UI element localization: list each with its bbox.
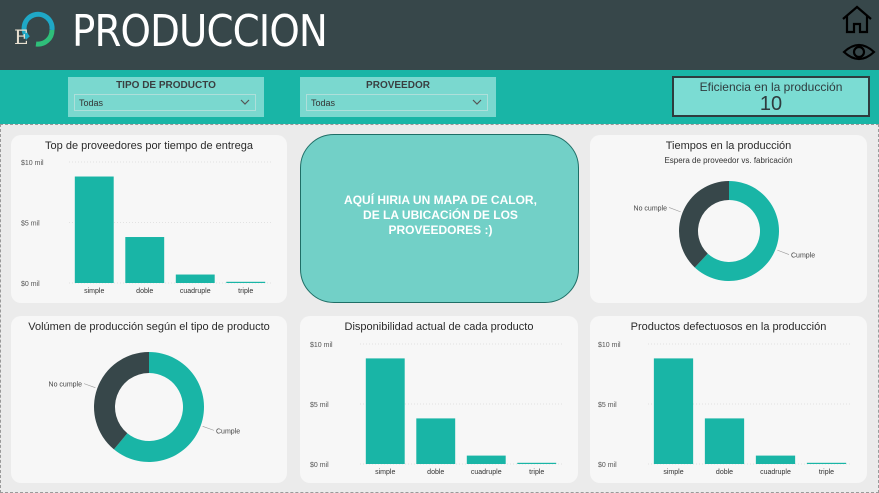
leader-line xyxy=(83,383,96,388)
bar xyxy=(175,274,215,283)
donut-slice xyxy=(93,352,149,450)
slicer-label: PROVEEDOR xyxy=(366,80,430,91)
bar xyxy=(704,418,745,464)
slice-label: No cumple xyxy=(49,382,83,389)
x-tick-label: triple xyxy=(238,288,253,295)
chart-card-defectuosos[interactable]: Productos defectuosos en la producción $… xyxy=(590,316,867,483)
bar xyxy=(365,358,405,464)
bar-chart: $0 mil $5 mil $10 mil simple doble cuadruple t… xyxy=(21,160,271,295)
kpi-value: 10 xyxy=(759,93,783,115)
chart-card-proveedores[interactable]: Top de proveedores por tiempo de entrega… xyxy=(11,135,287,303)
donut-slice xyxy=(679,181,729,268)
donut-chart: Cumple No cumple xyxy=(634,181,815,281)
map-text-line: AQUÍ HIRIA UN MAPA DE CALOR, xyxy=(344,193,537,207)
dropdown-value: Todas xyxy=(79,98,104,108)
bar xyxy=(466,455,506,464)
logo-icon: E xyxy=(14,11,55,49)
page-title: PRODUCCION xyxy=(72,6,328,57)
header-bar: E PRODUCCION xyxy=(0,0,879,70)
x-tick-label: simple xyxy=(375,469,395,476)
chevron-down-icon xyxy=(472,99,482,105)
x-tick-label: doble xyxy=(716,469,733,476)
bar xyxy=(806,462,847,464)
donut-slice xyxy=(113,352,204,462)
bar xyxy=(416,418,456,464)
y-tick-label: $5 mil xyxy=(21,221,40,228)
slicer-proveedor: PROVEEDOR Todas xyxy=(300,77,496,117)
slice-label: Cumple xyxy=(216,428,240,435)
x-tick-label: simple xyxy=(663,469,683,476)
bar xyxy=(74,176,114,283)
proveedor-dropdown[interactable]: Todas xyxy=(306,94,488,111)
bar xyxy=(226,281,266,283)
bar xyxy=(125,237,165,283)
kpi-label: Eficiencia en la producción xyxy=(699,80,843,94)
donut-slice xyxy=(694,181,779,281)
kpi-card-eficiencia: Eficiencia en la producción 10 xyxy=(672,76,870,117)
chart-title: Volúmen de producción según el tipo de p… xyxy=(28,321,270,333)
slice-label: Cumple xyxy=(791,253,815,260)
y-tick-label: $10 mil xyxy=(310,342,333,349)
slice-label: No cumple xyxy=(634,205,668,212)
y-tick-label: $0 mil xyxy=(21,281,40,288)
y-tick-label: $10 mil xyxy=(598,342,621,349)
slicer-tipo-producto: TIPO DE PRODUCTO Todas xyxy=(68,77,264,117)
dropdown-value: Todas xyxy=(311,98,336,108)
map-text-line: PROVEEDORES :) xyxy=(388,223,493,237)
map-text-line: DE LA UBICACiÓN DE LOS xyxy=(363,208,518,222)
bar-chart: $0 mil $5 mil $10 mil simple doble cuadruple t… xyxy=(598,342,852,476)
chart-card-disponibilidad[interactable]: Disponibilidad actual de cada producto $… xyxy=(300,316,578,483)
chart-card-volumen[interactable]: Volúmen de producción según el tipo de p… xyxy=(11,316,287,483)
bar xyxy=(755,455,796,464)
chart-card-tiempos[interactable]: Tiempos en la producción Espera de prove… xyxy=(590,135,867,303)
slicer-label: TIPO DE PRODUCTO xyxy=(116,80,216,91)
chart-title: Productos defectuosos en la producción xyxy=(630,321,827,333)
x-tick-label: cuadruple xyxy=(180,288,211,295)
chart-title: Disponibilidad actual de cada producto xyxy=(344,321,534,333)
bar xyxy=(517,462,557,464)
chart-subtitle: Espera de proveedor vs. fabricación xyxy=(664,156,793,165)
chevron-down-icon xyxy=(240,99,250,105)
x-tick-label: triple xyxy=(819,469,834,476)
x-tick-label: cuadruple xyxy=(471,469,502,476)
tipo-producto-dropdown[interactable]: Todas xyxy=(74,94,256,111)
chart-title: Top de proveedores por tiempo de entrega xyxy=(45,140,253,152)
map-placeholder-text: AQUÍ HIRIA UN MAPA DE CALOR, DE LA UBICA… xyxy=(331,193,550,238)
eye-icon[interactable] xyxy=(842,40,876,64)
y-tick-label: $5 mil xyxy=(598,402,617,409)
chart-title: Tiempos en la producción xyxy=(665,140,792,152)
x-tick-label: triple xyxy=(529,469,544,476)
x-tick-label: doble xyxy=(136,288,153,295)
bar-chart: $0 mil $5 mil $10 mil simple doble cuadruple t… xyxy=(310,342,562,476)
bar xyxy=(653,358,694,464)
donut-chart: Cumple No cumple xyxy=(49,352,240,462)
map-placeholder: AQUÍ HIRIA UN MAPA DE CALOR, DE LA UBICA… xyxy=(300,134,579,303)
x-tick-label: doble xyxy=(427,469,444,476)
y-tick-label: $0 mil xyxy=(598,462,617,469)
home-icon[interactable] xyxy=(840,4,874,34)
x-tick-label: cuadruple xyxy=(760,469,791,476)
leader-line xyxy=(202,426,215,431)
x-tick-label: simple xyxy=(84,288,104,295)
y-tick-label: $10 mil xyxy=(21,160,44,167)
leader-line xyxy=(668,207,681,213)
leader-line xyxy=(777,249,790,255)
y-tick-label: $5 mil xyxy=(310,402,329,409)
logo-letter: E xyxy=(14,25,29,49)
y-tick-label: $0 mil xyxy=(310,462,329,469)
